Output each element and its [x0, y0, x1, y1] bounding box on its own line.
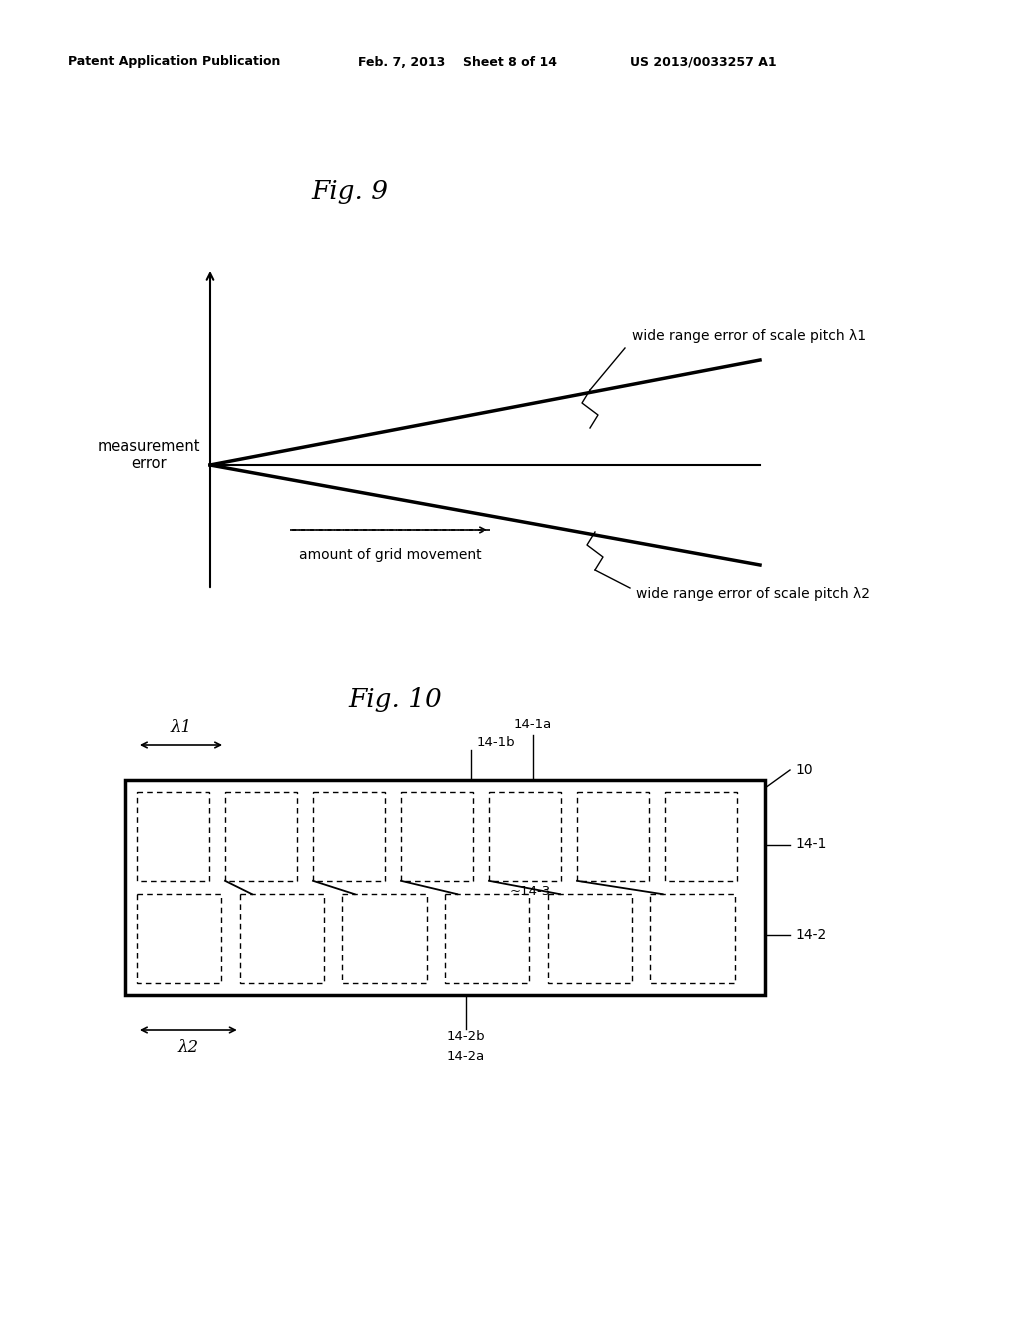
Text: Feb. 7, 2013: Feb. 7, 2013: [358, 55, 445, 69]
Text: wide range error of scale pitch λ2: wide range error of scale pitch λ2: [636, 587, 870, 601]
Bar: [225, 792, 297, 880]
Bar: [445, 894, 529, 983]
Text: 14-1a: 14-1a: [514, 718, 552, 731]
Text: 10: 10: [795, 763, 813, 777]
Bar: [125, 780, 765, 995]
Text: amount of grid movement: amount of grid movement: [299, 548, 481, 562]
Text: US 2013/0033257 A1: US 2013/0033257 A1: [630, 55, 776, 69]
Text: measurement
error: measurement error: [97, 438, 200, 471]
Text: 14-2a: 14-2a: [446, 1051, 484, 1064]
Bar: [489, 792, 561, 880]
Bar: [313, 792, 385, 880]
Text: 14-2: 14-2: [795, 928, 826, 941]
Text: Fig. 10: Fig. 10: [348, 688, 442, 713]
Bar: [137, 792, 209, 880]
Text: λ1: λ1: [170, 718, 191, 735]
Bar: [342, 894, 427, 983]
Text: Fig. 9: Fig. 9: [311, 180, 388, 205]
Text: Sheet 8 of 14: Sheet 8 of 14: [463, 55, 557, 69]
Text: wide range error of scale pitch λ1: wide range error of scale pitch λ1: [632, 329, 866, 343]
Bar: [548, 894, 632, 983]
Bar: [577, 792, 649, 880]
Bar: [401, 792, 473, 880]
Bar: [137, 894, 221, 983]
Text: 14-2b: 14-2b: [446, 1031, 484, 1044]
Text: Patent Application Publication: Patent Application Publication: [68, 55, 281, 69]
Text: 14-1b: 14-1b: [476, 735, 515, 748]
Text: λ2: λ2: [178, 1040, 199, 1056]
Text: 14-1: 14-1: [795, 837, 826, 851]
Text: ~14-3: ~14-3: [510, 886, 551, 899]
Bar: [240, 894, 324, 983]
Bar: [665, 792, 737, 880]
Bar: [650, 894, 734, 983]
